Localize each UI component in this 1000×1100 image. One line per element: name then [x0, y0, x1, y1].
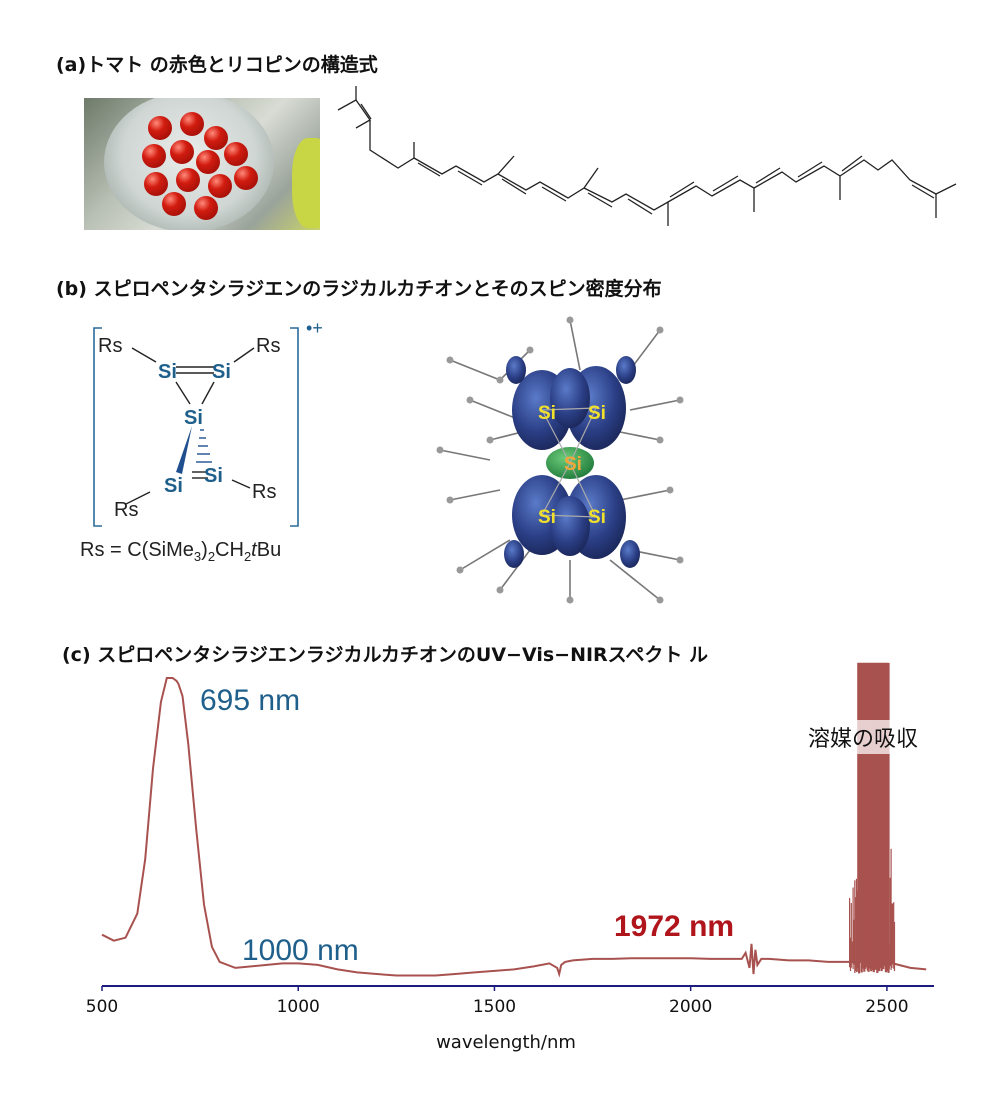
spiropentasiladiene-structure: Rs Rs Si Si Si Si Si Rs Rs •+ Rs = C(SiM…	[80, 318, 323, 564]
x-tick-label: 500	[86, 997, 118, 1017]
panel-b-title: (b) スピロペンタシラジエンのラジカルカチオンとそのスピン密度分布	[56, 278, 662, 300]
x-tick-label: 2000	[669, 997, 712, 1017]
spin-si-label: Si	[588, 403, 606, 424]
rs-formula: Rs = C(SiMe3)2CH2tBu	[80, 539, 281, 564]
panel-a-title: (a)トマト の赤色とリコピンの構造式	[56, 54, 378, 76]
tomato	[180, 112, 204, 136]
spin-si-label: Si	[564, 454, 582, 475]
si-label: Si	[158, 361, 177, 383]
rs-label: Rs	[114, 499, 138, 521]
lime	[292, 138, 320, 228]
si-label: Si	[204, 465, 223, 487]
annotation-1972nm: 1972 nm	[614, 910, 734, 943]
si-label: Si	[212, 361, 231, 383]
spin-si-label: Si	[538, 403, 556, 424]
spin-si-label: Si	[588, 507, 606, 528]
x-tick-label: 1000	[277, 997, 320, 1017]
spin-density-map: Si Si Si Si Si	[436, 316, 684, 604]
annotation-solvent-absorption: 溶媒の吸収	[808, 727, 918, 752]
x-tick-label: 1500	[473, 997, 516, 1017]
tomato	[208, 174, 232, 198]
rs-label: Rs	[252, 481, 276, 503]
tomato	[204, 126, 228, 150]
si-label: Si	[184, 407, 203, 429]
annotation-1000nm: 1000 nm	[242, 934, 359, 967]
tomato	[176, 168, 200, 192]
tomato	[170, 140, 194, 164]
uv-vis-nir-spectrum-chart: 500 1000 1500 2000 2500 wavelength/nm 695 nm…	[86, 662, 936, 1053]
x-tick-label: 2500	[865, 997, 908, 1017]
tomato	[142, 144, 166, 168]
tomato	[194, 196, 218, 220]
spectrum-line	[101, 677, 927, 978]
tomato	[224, 142, 248, 166]
tomato-photo	[84, 98, 320, 230]
tomato	[148, 116, 172, 140]
panel-c-title: (c) スピロペンタシラジエンラジカルカチオンのUV−Vis−NIRスペクト ル	[62, 644, 708, 666]
tomato	[234, 166, 258, 190]
lycopene-structure	[337, 86, 957, 226]
rs-label: Rs	[98, 335, 122, 357]
si-label: Si	[164, 475, 183, 497]
solvent-absorption-band	[848, 662, 896, 974]
radical-cation-charge: •+	[306, 318, 323, 338]
x-axis-label: wavelength/nm	[436, 1032, 576, 1053]
spin-si-label: Si	[538, 507, 556, 528]
annotation-695nm: 695 nm	[200, 684, 300, 717]
tomato	[196, 150, 220, 174]
x-axis-ticks: 500 1000 1500 2000 2500	[86, 986, 909, 1017]
tomato	[144, 172, 168, 196]
tomato	[162, 192, 186, 216]
rs-label: Rs	[256, 335, 280, 357]
